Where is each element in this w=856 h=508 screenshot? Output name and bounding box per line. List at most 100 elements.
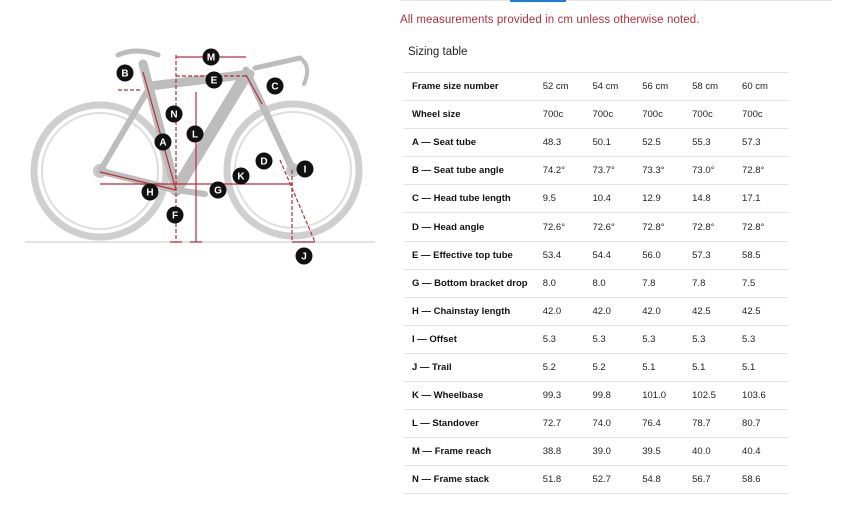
table-cell: 54 cm (588, 71, 639, 101)
marker-l-icon: L (186, 125, 204, 143)
table-cell: 72.8° (688, 212, 739, 242)
table-cell: 56.7 (688, 465, 739, 495)
table-row: K — Wheelbase 99.3 99.8 101.0 102.5 103.6 (404, 381, 788, 410)
svg-text:K: K (237, 172, 245, 183)
marker-f-icon: F (166, 206, 184, 224)
measurement-lines (99, 55, 316, 243)
table-cell: 52 cm (538, 71, 589, 101)
table-cell: 700c (538, 100, 589, 129)
marker-g-icon: G (209, 181, 227, 199)
row-label: I — Offset (404, 324, 539, 354)
table-cell: 5.3 (588, 324, 639, 354)
marker-i-icon: I (296, 160, 314, 178)
active-tab-indicator (510, 0, 566, 2)
table-cell: 72.7 (538, 409, 589, 438)
svg-text:F: F (172, 211, 178, 222)
marker-j-icon: J (295, 247, 313, 265)
svg-text:E: E (211, 76, 218, 87)
table-row: E — Effective top tube 53.4 54.4 56.0 57.3 58… (404, 240, 788, 270)
row-label: K — Wheelbase (404, 381, 539, 410)
marker-a-icon: A (154, 133, 172, 151)
table-title: Sizing table (408, 46, 468, 58)
table-row: J — Trail 5.2 5.2 5.1 5.1 5.1 (404, 352, 788, 382)
table-cell: 42.5 (738, 296, 788, 326)
row-label: A — Seat tube (404, 128, 539, 157)
table-cell: 54.4 (588, 240, 639, 270)
table-cell: 80.7 (738, 409, 788, 438)
marker-k-icon: K (232, 167, 250, 185)
table-cell: 101.0 (638, 381, 689, 410)
table-row: I — Offset 5.3 5.3 5.3 5.3 5.3 (404, 324, 788, 354)
row-label: Wheel size (404, 100, 539, 129)
marker-n-icon: N (165, 105, 183, 123)
table-cell: 72.8° (738, 156, 788, 185)
table-cell: 40.4 (738, 437, 788, 466)
marker-b-icon: B (116, 64, 134, 82)
table-cell: 42.0 (538, 296, 589, 326)
row-label: H — Chainstay length (404, 296, 539, 326)
table-cell: 700c (588, 100, 639, 129)
table-cell: 7.5 (738, 268, 788, 298)
table-cell: 56.0 (638, 240, 689, 270)
table-cell: 56 cm (638, 71, 689, 101)
table-row: C — Head tube length 9.5 10.4 12.9 14.8 17.1 (404, 184, 788, 213)
table-cell: 73.0° (688, 156, 739, 185)
table-cell: 40.0 (688, 437, 739, 466)
table-cell: 58.5 (738, 240, 788, 270)
table-cell: 700c (738, 100, 788, 129)
table-cell: 78.7 (688, 409, 739, 438)
svg-text:G: G (214, 186, 222, 197)
table-cell: 5.3 (738, 324, 788, 354)
top-divider (400, 0, 832, 1)
table-cell: 76.4 (638, 409, 689, 438)
svg-text:N: N (170, 110, 177, 121)
table-cell: 57.3 (688, 240, 739, 270)
table-cell: 58 cm (688, 71, 739, 101)
table-cell: 39.5 (638, 437, 689, 466)
table-cell: 72.8° (738, 212, 788, 242)
table-cell: 39.0 (588, 437, 639, 466)
table-row: Frame size number 52 cm 54 cm 56 cm 58 cm 60 … (404, 71, 788, 101)
table-row: B — Seat tube angle 74.2° 73.7° 73.3° 73.0° 7… (404, 156, 788, 185)
svg-text:A: A (159, 138, 166, 149)
table-cell: 72.6° (538, 212, 589, 242)
marker-m-icon: M (202, 48, 220, 66)
marker-h-icon: H (141, 183, 159, 201)
table-cell: 42.5 (688, 296, 739, 326)
row-label: D — Head angle (404, 212, 539, 242)
bike-geometry-diagram: M B E C N L A D I K H G F J (25, 48, 375, 265)
table-cell: 42.0 (588, 296, 639, 326)
table-cell: 73.7° (588, 156, 639, 185)
table-cell: 102.5 (688, 381, 739, 410)
table-row: H — Chainstay length 42.0 42.0 42.0 42.5 42.5 (404, 296, 788, 326)
table-cell: 5.2 (588, 352, 639, 382)
table-cell: 55.3 (688, 128, 739, 157)
table-cell: 51.8 (538, 465, 589, 495)
table-cell: 72.6° (588, 212, 639, 242)
table-cell: 5.3 (688, 324, 739, 354)
table-cell: 7.8 (638, 268, 689, 298)
svg-text:L: L (192, 130, 198, 141)
table-cell: 7.8 (688, 268, 739, 298)
table-cell: 57.3 (738, 128, 788, 157)
svg-text:H: H (146, 188, 153, 199)
table-cell: 5.1 (738, 352, 788, 382)
row-label: B — Seat tube angle (404, 156, 539, 185)
table-cell: 74.2° (538, 156, 589, 185)
table-row: N — Frame stack 51.8 52.7 54.8 56.7 58.6 (404, 465, 788, 495)
table-cell: 8.0 (588, 268, 639, 298)
table-cell: 54.8 (638, 465, 689, 495)
table-cell: 700c (688, 100, 739, 129)
table-cell: 38.8 (538, 437, 589, 466)
table-cell: 5.1 (688, 352, 739, 382)
table-cell: 48.3 (538, 128, 589, 157)
row-label: L — Standover (404, 409, 539, 438)
table-cell: 42.0 (638, 296, 689, 326)
table-cell: 52.5 (638, 128, 689, 157)
svg-text:I: I (304, 165, 307, 176)
svg-text:B: B (121, 69, 128, 80)
table-row: G — Bottom bracket drop 8.0 8.0 7.8 7.8 7.5 (404, 268, 788, 298)
svg-text:D: D (260, 157, 267, 168)
table-cell: 700c (638, 100, 689, 129)
table-cell: 50.1 (588, 128, 639, 157)
